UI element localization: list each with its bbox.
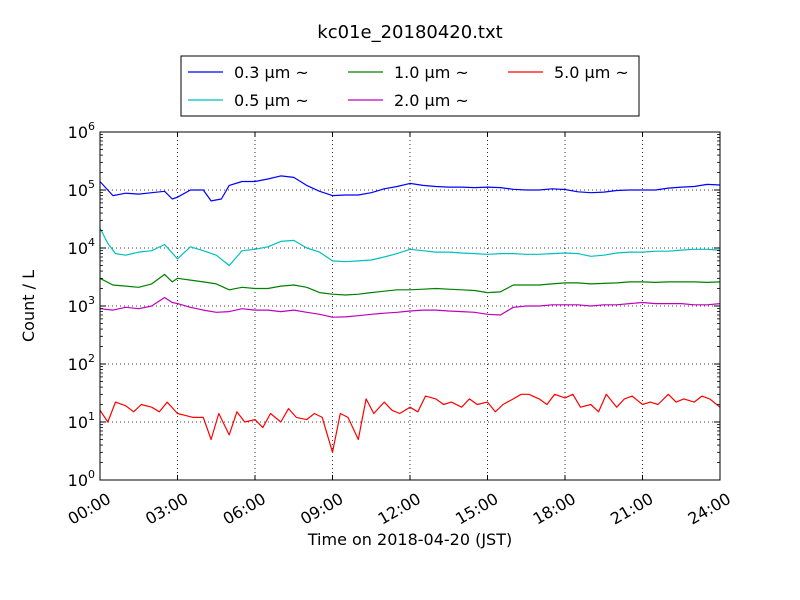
legend-label: 0.3 μm ~ (234, 63, 309, 82)
series-line-1 (99, 227, 721, 267)
series-line-2 (99, 273, 721, 296)
y-tick-label-base: 10 (68, 297, 88, 316)
legend-entry-0: 0.3 μm ~ (188, 63, 309, 82)
y-tick-label-base: 10 (68, 181, 88, 200)
y-tick-label-exponent: 0 (88, 468, 95, 481)
legend-entry-1: 0.5 μm ~ (188, 91, 309, 110)
legend-entry-2: 1.0 μm ~ (348, 63, 469, 82)
legend-label: 5.0 μm ~ (554, 63, 629, 82)
y-tick-label: 104 (68, 236, 95, 258)
y-tick-label-exponent: 2 (88, 352, 95, 365)
x-axis-label: Time on 2018-04-20 (JST) (307, 530, 512, 549)
legend-entry-4: 5.0 μm ~ (508, 63, 629, 82)
legend-label: 2.0 μm ~ (394, 91, 469, 110)
y-tick-label: 106 (68, 120, 95, 142)
y-tick-label-exponent: 4 (88, 236, 95, 249)
y-tick-label: 102 (68, 352, 95, 374)
legend-box (180, 55, 640, 117)
y-tick-label-exponent: 6 (88, 120, 95, 133)
chart-title: kc01e_20180420.txt (317, 22, 502, 43)
y-tick-label: 100 (68, 468, 95, 490)
legend-entry-3: 2.0 μm ~ (348, 91, 469, 110)
y-tick-label-exponent: 3 (88, 294, 95, 307)
series-line-4 (99, 393, 721, 453)
y-axis-label: Count / L (19, 270, 38, 342)
y-tick-label-base: 10 (68, 123, 88, 142)
y-tick-label: 105 (68, 178, 95, 200)
y-tick-label: 103 (68, 294, 95, 316)
plot-series (99, 175, 721, 453)
y-tick-label-exponent: 1 (88, 410, 95, 423)
ticks (99, 131, 721, 481)
legend: 0.3 μm ~ 0.5 μm ~ 1.0 μm ~ 2.0 μm ~ 5.0 μm ~ (180, 55, 640, 117)
series-line-3 (99, 296, 721, 318)
legend-label: 0.5 μm ~ (234, 91, 309, 110)
y-tick-label-exponent: 5 (88, 178, 95, 191)
y-tick-label-base: 10 (68, 239, 88, 258)
y-tick-label-base: 10 (68, 471, 88, 490)
legend-label: 1.0 μm ~ (394, 63, 469, 82)
y-tick-label: 101 (68, 410, 95, 432)
series-line-0 (99, 175, 721, 202)
y-tick-label-base: 10 (68, 355, 88, 374)
y-tick-label-base: 10 (68, 413, 88, 432)
